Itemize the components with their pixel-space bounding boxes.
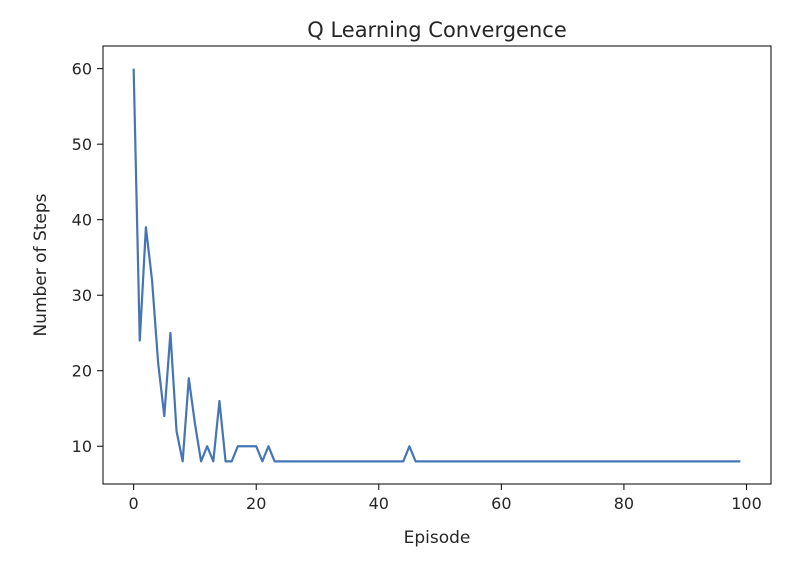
series-line-0 — [132, 68, 741, 463]
chart-title: Q Learning Convergence — [307, 18, 567, 42]
y-tick-label: 50 — [72, 135, 92, 154]
x-tick-label: 20 — [246, 494, 266, 513]
y-tick-label: 20 — [72, 362, 92, 381]
y-tick-label: 60 — [72, 60, 92, 79]
x-tick-label: 60 — [491, 494, 511, 513]
x-tick-label: 100 — [731, 494, 762, 513]
x-axis-label: Episode — [404, 528, 471, 548]
x-tick-label: 80 — [614, 494, 634, 513]
x-axis: 0 20 40 60 80 100 — [129, 484, 762, 513]
x-tick-label: 40 — [369, 494, 389, 513]
y-axis-label: Number of Steps — [31, 193, 51, 336]
y-tick-label: 30 — [72, 286, 92, 305]
y-tick-label: 40 — [72, 211, 92, 230]
plot-area — [132, 68, 741, 463]
plot-frame — [102, 45, 772, 485]
x-tick-label: 0 — [129, 494, 139, 513]
y-tick-label: 10 — [72, 437, 92, 456]
y-axis: 10 20 30 40 50 60 — [72, 60, 103, 456]
